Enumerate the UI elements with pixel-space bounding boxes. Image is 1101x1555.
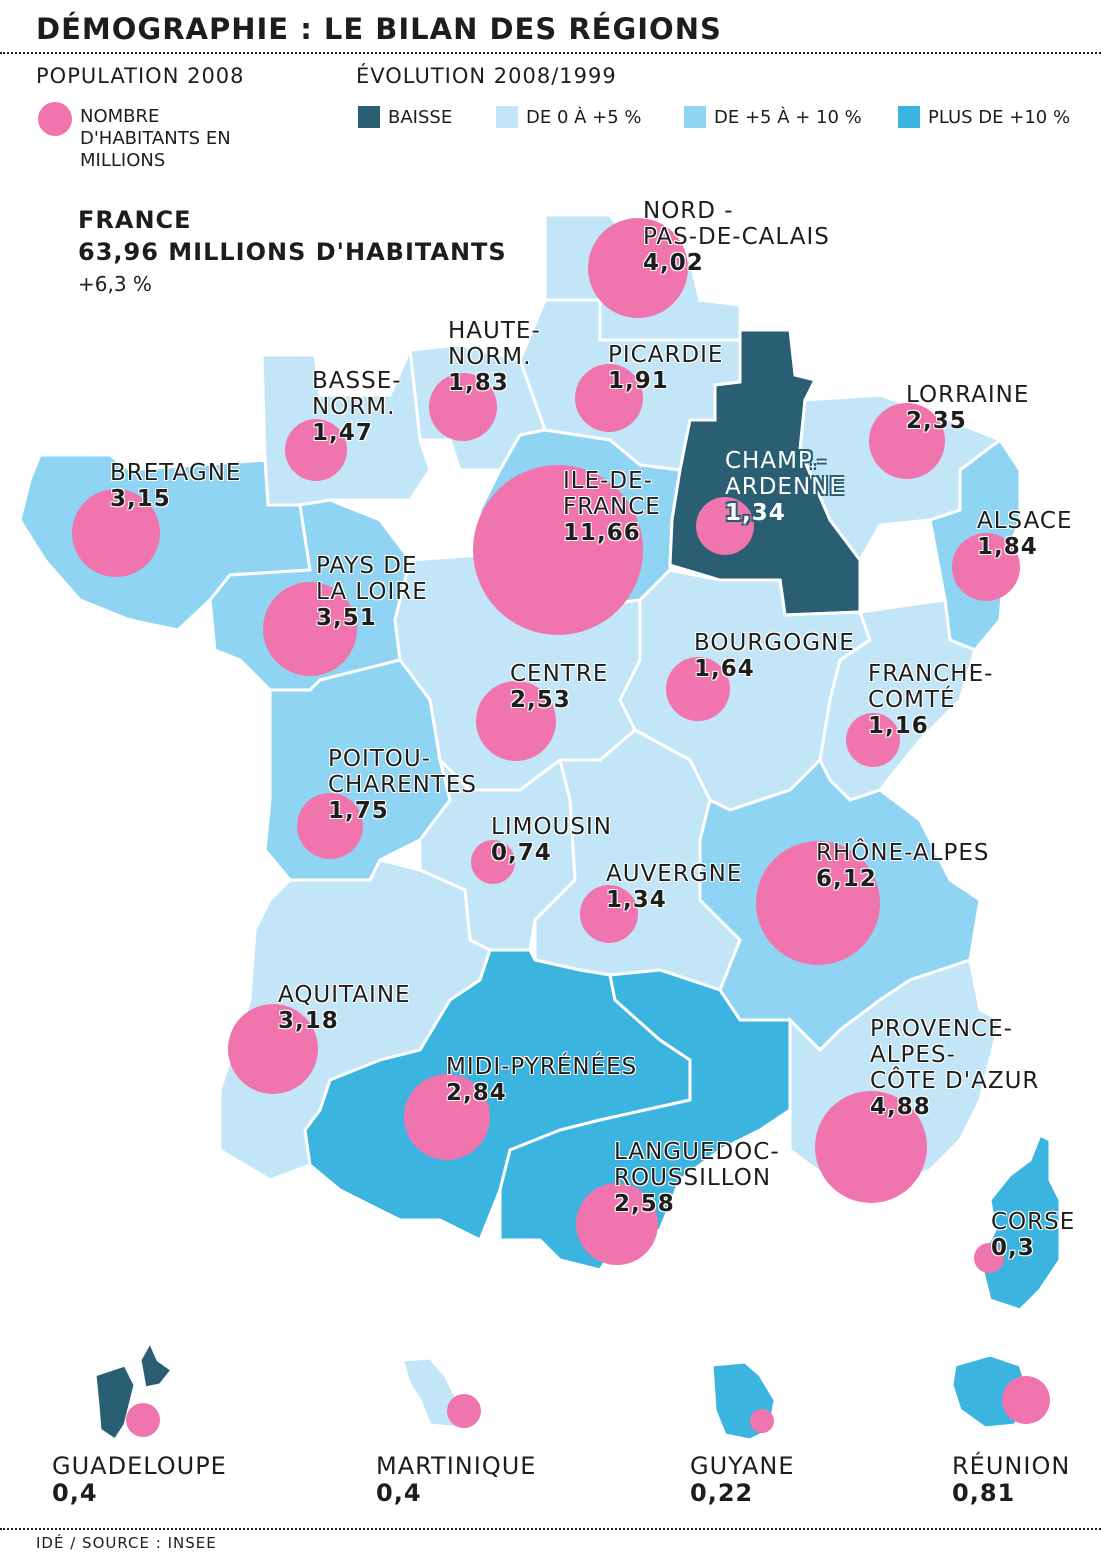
label-champagne-ardenne: CHAMP.- ARDENNE 1,34 <box>725 448 845 526</box>
bubble-lorraine <box>869 403 945 479</box>
label-guadeloupe: GUADELOUPE 0,4 <box>52 1452 227 1507</box>
bubble-guadeloupe <box>126 1403 160 1437</box>
label-corse: CORSE 0,3 <box>991 1209 1076 1261</box>
bubble-alsace <box>952 533 1020 601</box>
swatch-0-5-icon <box>496 106 518 128</box>
label-martinique: MARTINIQUE 0,4 <box>376 1452 537 1507</box>
region-languedoc-roussillon <box>498 968 792 1272</box>
label-limousin: LIMOUSIN 0,74 <box>491 814 612 866</box>
bubble-picardie <box>575 364 643 432</box>
label-paca: PROVENCE- ALPES- CÔTE D'AZUR 4,88 <box>870 1016 1040 1120</box>
bubble-basse-normandie <box>285 419 347 481</box>
label-alsace: ALSACE 1,84 <box>977 508 1073 560</box>
bubble-champagne-ardenne <box>696 497 754 555</box>
label-basse-normandie: BASSE- NORM. 1,47 <box>312 368 402 446</box>
bubble-nord-pas-de-calais <box>588 218 688 318</box>
swatch-baisse-icon <box>358 106 380 128</box>
bubble-paca <box>815 1091 927 1203</box>
guadeloupe-shape <box>93 1363 137 1443</box>
swatch-10-plus-icon <box>898 106 920 128</box>
bubble-midi-pyrenees <box>404 1074 490 1160</box>
bubble-guyane <box>750 1409 774 1433</box>
bubble-poitou-charentes <box>297 793 363 859</box>
bubble-martinique <box>447 1394 481 1428</box>
label-reunion: RÉUNION 0,81 <box>952 1452 1071 1507</box>
label-picardie: PICARDIE 1,91 <box>608 342 724 394</box>
label-aquitaine: AQUITAINE 3,18 <box>278 982 411 1034</box>
label-bretagne: BRETAGNE 3,15 <box>110 460 242 512</box>
bubble-haute-normandie <box>429 373 497 441</box>
label-auvergne: AUVERGNE 1,34 <box>606 861 743 913</box>
label-poitou-charentes: POITOU- CHARENTES 1,75 <box>328 746 477 824</box>
label-centre: CENTRE 2,53 <box>510 661 609 713</box>
legend-item-5-10: DE +5 À + 10 % <box>684 106 862 128</box>
label-nord-pas-de-calais: NORD - PAS-DE-CALAIS 4,02 <box>643 198 830 276</box>
bubble-auvergne <box>580 885 638 943</box>
legend-label: DE +5 À + 10 % <box>714 106 862 128</box>
bubble-franche-comte <box>846 713 900 767</box>
evolution-legend-header: ÉVOLUTION 2008/1999 <box>356 64 617 88</box>
bubble-bretagne <box>72 489 160 577</box>
page-title: DÉMOGRAPHIE : LE BILAN DES RÉGIONS <box>36 12 722 46</box>
bubble-corse <box>974 1243 1004 1273</box>
bubble-limousin <box>471 840 515 884</box>
france-population: 63,96 MILLIONS D'HABITANTS <box>78 238 507 266</box>
bubble-centre <box>476 681 556 761</box>
bubble-ile-de-france <box>473 465 643 635</box>
france-summary: FRANCE 63,96 MILLIONS D'HABITANTS +6,3 % <box>78 206 507 296</box>
label-haute-normandie: HAUTE- NORM. 1,83 <box>448 318 541 396</box>
bubble-languedoc-roussillon <box>576 1183 658 1265</box>
legend-label: PLUS DE +10 % <box>928 106 1071 128</box>
bubble-bourgogne <box>666 657 730 721</box>
legend-item-baisse: BAISSE <box>358 106 452 128</box>
guadeloupe-shape-east <box>138 1338 175 1390</box>
legend-label: BAISSE <box>388 106 453 128</box>
population-legend-text: NOMBRE D'HABITANTS EN MILLIONS <box>80 106 231 171</box>
bubble-reunion <box>1002 1376 1050 1424</box>
label-pays-de-la-loire: PAYS DE LA LOIRE 3,51 <box>316 553 428 631</box>
label-guyane: GUYANE 0,22 <box>690 1452 795 1507</box>
legend-item-0-5: DE 0 À +5 % <box>496 106 642 128</box>
france-name: FRANCE <box>78 206 192 234</box>
legend-label: DE 0 À +5 % <box>526 106 642 128</box>
legend-item-10-plus: PLUS DE +10 % <box>898 106 1070 128</box>
label-lorraine: LORRAINE 2,35 <box>906 382 1030 434</box>
title-rule <box>0 52 1101 54</box>
bubble-rhone-alpes <box>756 841 880 965</box>
label-bourgogne: BOURGOGNE 1,64 <box>694 630 855 682</box>
footer-rule <box>0 1528 1101 1530</box>
population-legend-header: POPULATION 2008 <box>36 64 245 88</box>
source-credit: IDÉ / SOURCE : INSEE <box>36 1534 217 1552</box>
france-evolution: +6,3 % <box>78 272 152 296</box>
label-midi-pyrenees: MIDI-PYRÉNÉES 2,84 <box>446 1054 638 1106</box>
population-bubble-icon <box>38 102 72 136</box>
bubble-pays-de-la-loire <box>263 582 357 676</box>
label-rhone-alpes: RHÔNE-ALPES 6,12 <box>816 840 990 892</box>
swatch-5-10-icon <box>684 106 706 128</box>
bubble-aquitaine <box>228 1004 318 1094</box>
label-franche-comte: FRANCHE- COMTÉ 1,16 <box>868 661 994 739</box>
label-languedoc-roussillon: LANGUEDOC- ROUSSILLON 2,58 <box>614 1139 780 1217</box>
label-ile-de-france: ILE-DE- FRANCE 11,66 <box>563 468 661 546</box>
